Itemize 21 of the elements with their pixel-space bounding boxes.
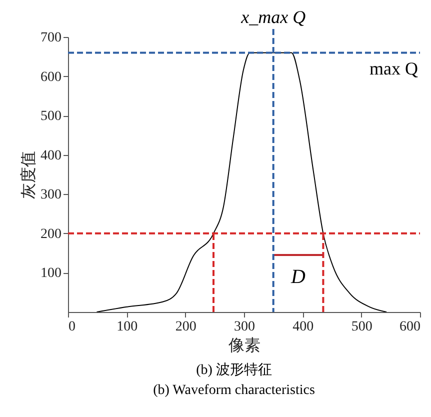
y-tick-label: 300: [40, 188, 62, 203]
x-tick-label: 500: [351, 320, 372, 334]
ref-line-label: max Q: [370, 58, 418, 79]
x-tick-label: 400: [292, 320, 314, 334]
ref-line-label: x_max Q: [240, 7, 306, 27]
x-axis-title: 像素: [228, 336, 260, 354]
y-tick-label: 200: [40, 226, 62, 242]
x-tick-label: 0: [68, 320, 76, 334]
x-tick-label: 100: [116, 320, 138, 334]
y-tick-label: 600: [40, 70, 62, 85]
text: (b) 波形特征: [196, 362, 272, 378]
text: (b) Waveform characteristics: [153, 383, 315, 398]
annotation: D: [290, 266, 306, 288]
y-tick-label: 500: [40, 109, 62, 124]
x-tick-label: 200: [175, 320, 196, 334]
y-tick-label: 400: [40, 148, 62, 164]
x-tick-label: 300: [234, 320, 255, 334]
x-tick-label: 600: [400, 320, 420, 334]
y-axis-title: 灰度值: [20, 151, 38, 199]
y-tick-label: 700: [40, 30, 62, 46]
y-tick-label: 100: [40, 266, 62, 282]
